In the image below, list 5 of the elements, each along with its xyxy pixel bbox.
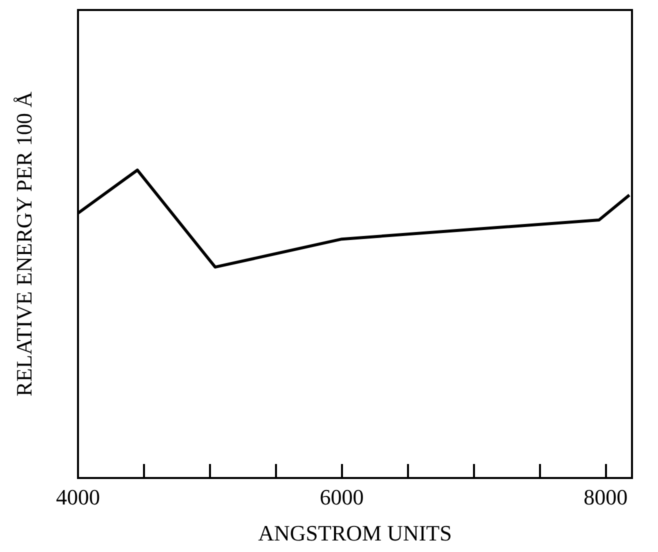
x-tick-label: 6000 [320,484,364,510]
x-tick-label: 8000 [584,484,628,510]
y-axis-title: RELATIVE ENERGY PER 100 Å [12,92,36,396]
x-tick-label: 4000 [56,484,100,510]
x-axis-title: ANGSTROM UNITS [258,520,452,546]
